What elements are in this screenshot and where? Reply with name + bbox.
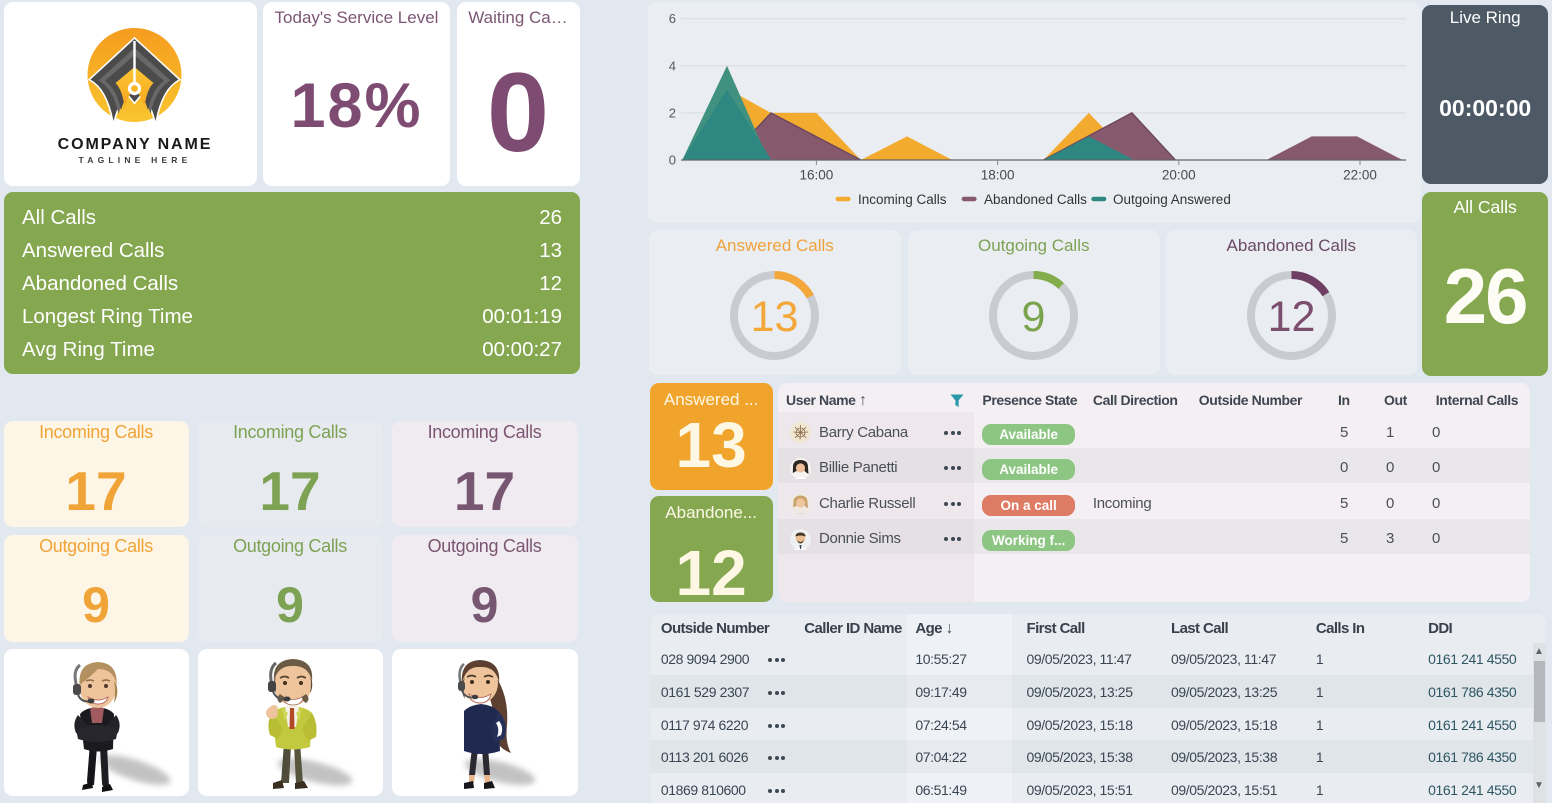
svg-text:16:00: 16:00	[800, 168, 834, 183]
svg-text:6: 6	[669, 11, 676, 26]
svg-text:0: 0	[669, 153, 676, 168]
svg-text:4: 4	[669, 58, 676, 73]
svg-text:18:00: 18:00	[981, 168, 1015, 183]
svg-text:9: 9	[1022, 293, 1046, 341]
svg-text:12: 12	[1267, 293, 1315, 341]
svg-text:20:00: 20:00	[1162, 168, 1196, 183]
svg-text:Abandoned Calls: Abandoned Calls	[984, 192, 1087, 207]
svg-text:Incoming Calls: Incoming Calls	[858, 192, 947, 207]
svg-text:22:00: 22:00	[1343, 168, 1377, 183]
svg-text:Outgoing Answered: Outgoing Answered	[1113, 192, 1231, 207]
svg-text:13: 13	[751, 293, 799, 341]
svg-text:2: 2	[669, 105, 676, 120]
